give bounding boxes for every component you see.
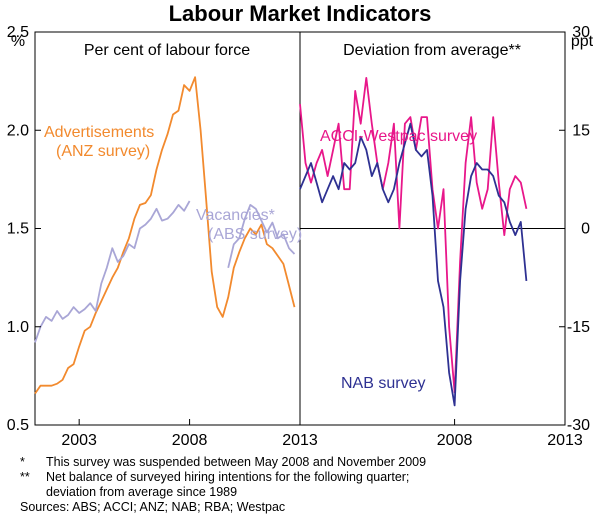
y-tick-label: 2.5	[7, 24, 29, 41]
footnote-1-mark: *	[20, 455, 25, 469]
y-tick-label: 15	[572, 122, 590, 139]
footnote-2-mark: **	[20, 470, 30, 484]
x-tick-label: 2013	[282, 432, 318, 449]
x-tick-label: 2003	[61, 432, 97, 449]
series-line-advertisements	[34, 76, 296, 395]
y-tick-label: 0.5	[7, 417, 29, 434]
y-tick-label: 30	[572, 24, 590, 41]
footnote-2-text: Net balance of surveyed hiring intention…	[46, 470, 410, 484]
footnotes: * This survey was suspended between May …	[20, 455, 590, 515]
y-tick-label: 0	[581, 221, 590, 238]
series-line-vacancies	[34, 200, 191, 343]
y-tick-label: 2.0	[7, 122, 29, 139]
y-tick-label: 1.0	[7, 319, 29, 336]
series-label-nab: NAB survey	[341, 375, 425, 392]
y-tick-label: -30	[567, 417, 590, 434]
series-label-acciwestpac: ACCI-Westpac survey	[320, 128, 477, 145]
right-y-unit: ppt	[571, 33, 594, 50]
sources-line: Sources: ABS; ACCI; ANZ; NAB; RBA; Westp…	[20, 500, 286, 514]
y-tick-label: 1.5	[7, 221, 29, 238]
footnote-1-text: This survey was suspended between May 20…	[46, 455, 427, 469]
footnote-3-mark	[20, 485, 46, 500]
series-label-advertisements: Advertisements (ANZ survey)	[44, 124, 154, 160]
chart-title: Labour Market Indicators	[169, 1, 432, 26]
series-line-acciwestpac	[299, 77, 528, 394]
x-tick-label: 2008	[172, 432, 208, 449]
series-line-vacancies	[227, 204, 296, 269]
right-panel-subtitle: Deviation from average**	[343, 42, 521, 59]
x-tick-label: 2008	[437, 432, 473, 449]
footnote-3-text: deviation from average since 1989	[46, 485, 238, 499]
x-tick-label: 2013	[547, 432, 583, 449]
footnote-1: * This survey was suspended between May …	[20, 455, 590, 470]
series-line-nab	[299, 122, 528, 407]
series-label-vacancies: Vacancies* (ABS survey)	[196, 207, 302, 243]
left-y-unit: %	[11, 33, 25, 50]
left-panel-subtitle: Per cent of labour force	[84, 42, 250, 59]
y-tick-label: -15	[567, 319, 590, 336]
footnote-3: deviation from average since 1989	[20, 485, 590, 500]
footnote-2: ** Net balance of surveyed hiring intent…	[20, 470, 590, 485]
